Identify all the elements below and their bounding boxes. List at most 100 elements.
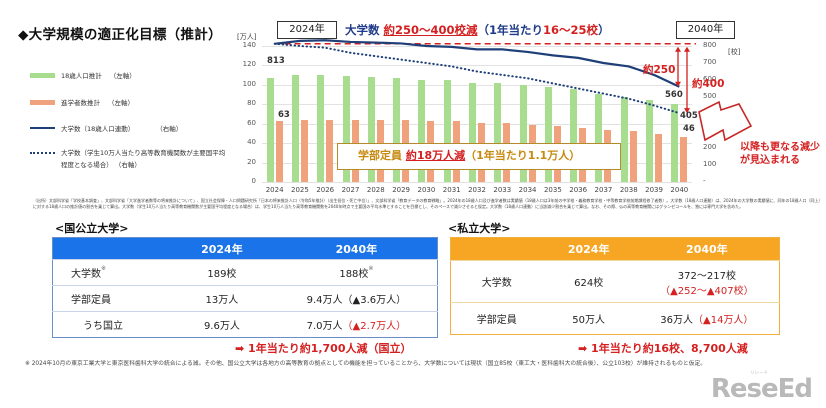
x-tick-label: 2033 xyxy=(493,186,512,194)
logo-subtext: リシード xyxy=(750,371,768,376)
bar-18-population xyxy=(570,88,578,182)
chart-headline: 大学数 約250～400校減（1年当たり16～25校） xyxy=(345,23,610,37)
x-tick-label: 2032 xyxy=(468,186,486,194)
table-row: 学部定員 13万人 9.4万人（▲3.6万人） xyxy=(52,285,438,312)
bar-18-population xyxy=(367,77,375,182)
gridline xyxy=(262,46,692,47)
table-row: 大学数※ 189校 188校※ xyxy=(52,259,438,286)
bar-18-population xyxy=(494,82,502,182)
green-bar-swatch-icon xyxy=(30,72,55,78)
x-tick-label: 2040 xyxy=(670,186,689,194)
right-tick-label: 600 xyxy=(703,75,717,83)
table-header-row: 2024年 2040年 xyxy=(52,237,438,260)
dotted-line-swatch-icon xyxy=(30,152,55,154)
x-tick-label: 2025 xyxy=(291,186,309,194)
x-tick-label: 2027 xyxy=(341,186,360,194)
public-universities-table: 2024年 2040年 大学数※ 189校 188校※ 学部定員 13万人 9.… xyxy=(52,237,438,338)
left-tick-label: 100 xyxy=(242,79,256,88)
right-tick-label: 100 xyxy=(703,160,717,168)
bar-18-population xyxy=(469,82,476,182)
page-title: ◆大学規模の適正化目標（推計） xyxy=(18,27,222,43)
legend-axis: （左軸） xyxy=(109,72,136,80)
x-tick-label: 2028 xyxy=(366,186,385,194)
bar-enrollees xyxy=(629,130,637,182)
gridline xyxy=(262,123,692,125)
right-tick-label: 700 xyxy=(703,58,717,66)
bar-18-population xyxy=(317,75,325,182)
header-2024: 2024年 xyxy=(542,237,635,261)
left-tick-label: 0 xyxy=(251,177,256,185)
orange-bar-swatch-icon xyxy=(30,99,55,105)
bar-enrollees xyxy=(655,134,663,182)
x-tick-label: 2036 xyxy=(569,186,588,194)
gridline xyxy=(262,84,692,86)
gridline xyxy=(262,65,692,67)
gridline xyxy=(262,182,692,183)
x-tick-label: 2030 xyxy=(417,186,436,194)
reseed-logo: ReseEd xyxy=(710,374,813,404)
legend-label: 進学者数推計 xyxy=(61,99,100,107)
gap-400-label: 約400 xyxy=(692,78,725,90)
right-axis-unit: [校] xyxy=(728,48,741,56)
legend-axis: （左軸） xyxy=(108,99,134,107)
bar-18-population xyxy=(519,84,527,182)
public-section-title: <国公立大学> xyxy=(55,222,129,235)
decline-arrow-icon xyxy=(698,100,753,142)
label-2024-enrollees: 63 xyxy=(278,110,290,120)
right-tick-label: 200 xyxy=(703,143,717,151)
legend-item-universities-target: 大学数（学生10万人当たり高等教育機関数が主要国平均程度となる場合） （右軸） xyxy=(30,147,240,171)
right-tick-label: 800 xyxy=(703,41,717,49)
line-series xyxy=(273,39,696,115)
legend-label: 18歳人口推計 xyxy=(61,72,102,80)
left-tick-label: 60 xyxy=(247,118,256,127)
left-tick-label: 140 xyxy=(242,41,256,49)
x-tick-label: 2026 xyxy=(316,186,335,194)
gridline xyxy=(262,104,692,106)
public-summary: ➡ 1年当たり約1,700人減（国立） xyxy=(235,342,412,355)
right-tick-label: - xyxy=(703,177,706,185)
legend-label: 大学数（18歳人口連動） xyxy=(61,125,135,133)
bar-18-population xyxy=(544,86,552,182)
private-summary: ➡ 1年当たり約16校、8,700人減 xyxy=(578,342,748,355)
x-tick-label: 2038 xyxy=(619,186,638,194)
label-2024-universities: 813 xyxy=(267,56,285,66)
gap-250-label: 約250 xyxy=(643,64,676,76)
bar-enrollees xyxy=(300,119,308,182)
table-row: 大学数 624校 372～217校 （▲252～▲407校） xyxy=(450,260,780,303)
x-tick-label: 2037 xyxy=(594,186,613,194)
x-tick-label: 2039 xyxy=(645,186,663,194)
right-tick-label: 500 xyxy=(703,92,717,100)
bar-enrollees xyxy=(680,137,688,182)
bar-enrollees xyxy=(326,119,334,182)
year-start-box: 2024年 xyxy=(277,21,337,39)
header-2040: 2040年 xyxy=(275,237,438,260)
bar-18-population xyxy=(671,104,679,182)
bar-18-population xyxy=(595,93,603,182)
bar-18-population xyxy=(418,80,426,182)
x-tick-label: 2035 xyxy=(543,186,562,194)
table-header-row: 2024年 2040年 xyxy=(450,237,780,261)
bar-18-population xyxy=(443,80,451,182)
left-tick-label: 40 xyxy=(247,138,256,147)
bar-18-population xyxy=(393,78,401,182)
legend-item-enrollees: 進学者数推計 （左軸） xyxy=(30,97,134,107)
x-tick-label: 2034 xyxy=(518,186,537,194)
table-row: 学部定員 50万人 36万人（▲14万人） xyxy=(450,302,780,335)
private-section-title: <私立大学> xyxy=(448,222,511,235)
left-tick-label: 20 xyxy=(247,157,256,166)
x-tick-label: 2024 xyxy=(265,186,284,194)
solid-line-swatch-icon xyxy=(30,127,55,129)
bar-18-population xyxy=(646,100,654,182)
private-universities-table: 2024年 2040年 大学数 624校 372～217校 （▲252～▲407校… xyxy=(450,237,780,335)
source-note: （出所）文部科学省「学校基本調査」、文部科学省「大学進学者数等の将来推計について… xyxy=(33,198,823,209)
legend-item-universities-linked: 大学数（18歳人口連動） （右軸） xyxy=(30,123,182,133)
bar-18-population xyxy=(266,78,274,182)
left-tick-label: 80 xyxy=(247,99,256,108)
left-axis-unit: [万人] xyxy=(237,33,257,41)
bar-18-population xyxy=(342,76,350,182)
future-decline-note: 以降も更なる減少が見込まれる xyxy=(740,142,820,166)
capacity-callout: 学部定員 約18万人減（1年当たり1.1万人） xyxy=(337,143,621,170)
bar-18-population xyxy=(291,75,299,182)
label-2040-universities-linked: 560 xyxy=(665,90,683,100)
legend-label: 大学数（学生10万人当たり高等教育機関数が主要国平均程度となる場合） （右軸） xyxy=(61,149,226,169)
